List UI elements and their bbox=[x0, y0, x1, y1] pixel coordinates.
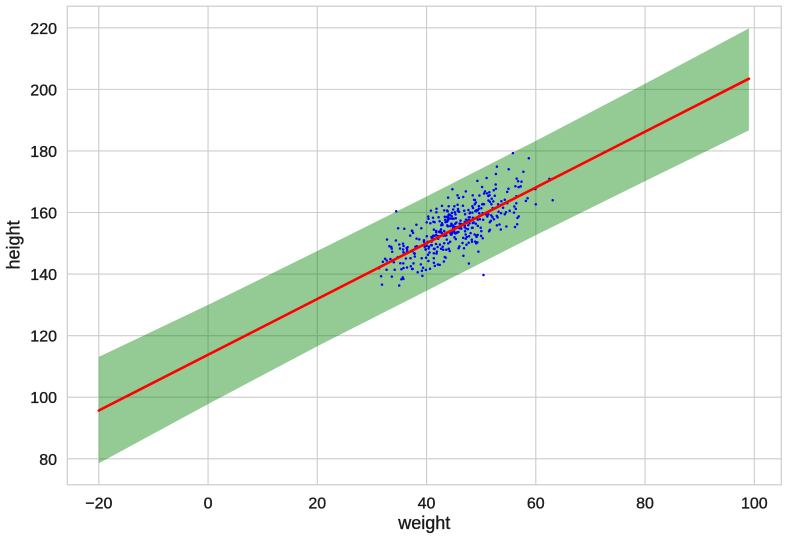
svg-text:60: 60 bbox=[527, 496, 545, 513]
svg-text:100: 100 bbox=[741, 496, 768, 513]
svg-text:20: 20 bbox=[308, 496, 326, 513]
svg-text:180: 180 bbox=[30, 144, 57, 161]
svg-text:160: 160 bbox=[30, 206, 57, 223]
svg-text:220: 220 bbox=[30, 21, 57, 38]
svg-text:0: 0 bbox=[204, 496, 213, 513]
svg-text:140: 140 bbox=[30, 267, 57, 284]
svg-text:40: 40 bbox=[418, 496, 436, 513]
svg-text:80: 80 bbox=[39, 452, 57, 469]
svg-text:200: 200 bbox=[30, 82, 57, 99]
svg-text:120: 120 bbox=[30, 329, 57, 346]
svg-text:80: 80 bbox=[636, 496, 654, 513]
svg-text:100: 100 bbox=[30, 390, 57, 407]
svg-text:weight: weight bbox=[397, 513, 450, 533]
svg-text:height: height bbox=[3, 220, 23, 269]
svg-text:−20: −20 bbox=[85, 496, 112, 513]
